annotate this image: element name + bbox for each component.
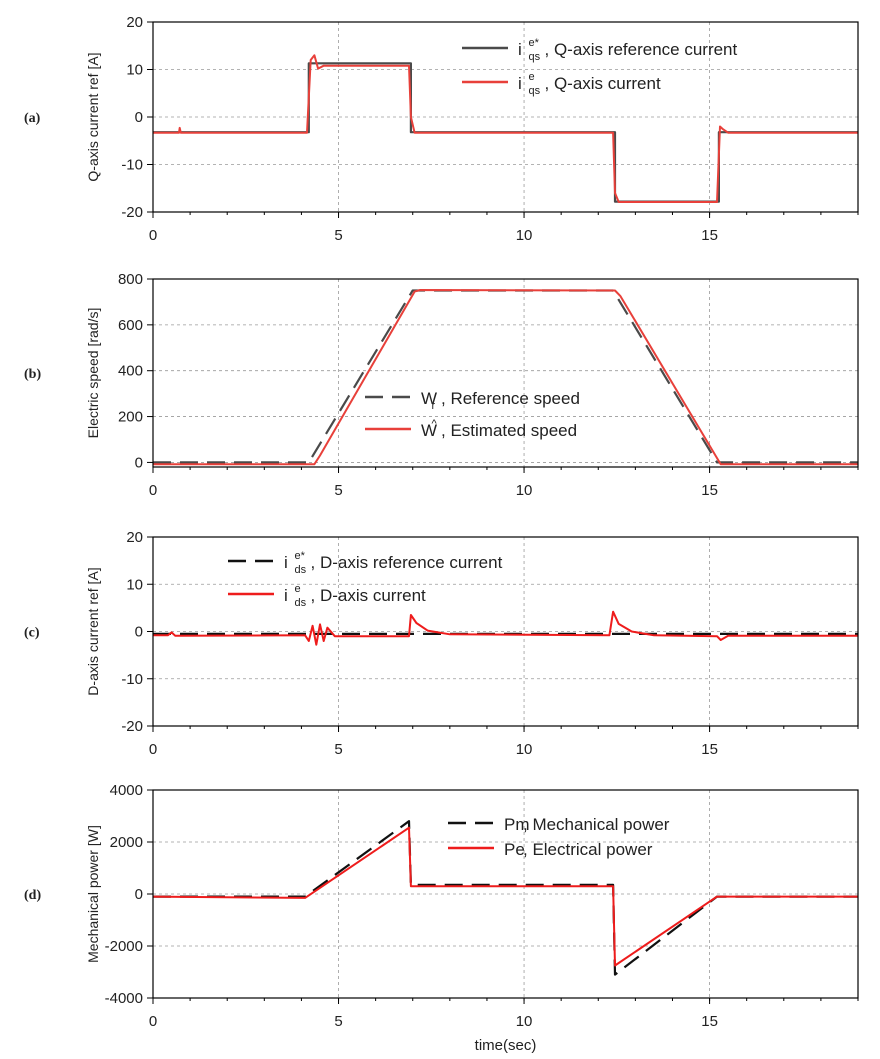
y-tick-label: -10 bbox=[121, 157, 143, 174]
legend-label: , D-axis reference current bbox=[311, 553, 503, 572]
series-line-1 bbox=[153, 820, 858, 976]
legend-label: , Mechanical power bbox=[523, 815, 670, 834]
legend-symbol: Pm bbox=[504, 815, 530, 834]
y-tick-label: 800 bbox=[118, 271, 143, 288]
legend-subscript: r bbox=[432, 400, 436, 412]
y-tick-label: 2000 bbox=[110, 834, 143, 851]
x-tick-label: 0 bbox=[149, 227, 157, 244]
x-axis-label: time(sec) bbox=[475, 1037, 537, 1054]
y-tick-label: 20 bbox=[126, 529, 143, 546]
legend-label: , D-axis current bbox=[311, 586, 427, 605]
legend-symbol: Pe bbox=[504, 840, 525, 859]
x-tick-label: 10 bbox=[516, 227, 533, 244]
panel-label: (d) bbox=[24, 888, 41, 903]
y-axis-label: Electric speed [rad/s] bbox=[85, 308, 101, 439]
legend-label: , Electrical power bbox=[523, 840, 653, 859]
legend-symbol: i bbox=[518, 74, 522, 93]
legend-superscript: e bbox=[295, 583, 301, 595]
chart-panel-b bbox=[147, 278, 859, 473]
x-tick-label: 5 bbox=[334, 482, 342, 499]
y-tick-label: -4000 bbox=[105, 990, 143, 1007]
panel-label: (a) bbox=[24, 111, 41, 126]
y-tick-label: 20 bbox=[126, 14, 143, 31]
plot-frame bbox=[152, 536, 859, 727]
x-tick-label: 5 bbox=[334, 741, 342, 758]
series-line-2 bbox=[153, 826, 858, 967]
legend-subscript: qs bbox=[529, 85, 541, 97]
x-tick-label: 15 bbox=[701, 1013, 718, 1030]
legend-superscript: e* bbox=[295, 550, 306, 562]
x-tick-label: 15 bbox=[701, 227, 718, 244]
chart-panel-c bbox=[147, 536, 859, 732]
y-axis-label: Q-axis current ref [A] bbox=[85, 52, 101, 181]
series-line-2 bbox=[153, 289, 858, 466]
y-tick-label: 600 bbox=[118, 317, 143, 334]
y-tick-label: 200 bbox=[118, 409, 143, 426]
x-tick-label: 0 bbox=[149, 741, 157, 758]
legend-superscript: ^ bbox=[432, 418, 438, 430]
series-line-2 bbox=[153, 610, 858, 646]
x-tick-label: 10 bbox=[516, 1013, 533, 1030]
y-tick-label: 400 bbox=[118, 363, 143, 380]
legend-subscript: ds bbox=[295, 597, 307, 609]
legend-superscript: e bbox=[529, 71, 535, 83]
x-tick-label: 5 bbox=[334, 227, 342, 244]
y-tick-label: 10 bbox=[126, 62, 143, 79]
legend-subscript: ds bbox=[295, 564, 307, 576]
panel-label: (c) bbox=[24, 626, 40, 641]
y-tick-label: -2000 bbox=[105, 938, 143, 955]
y-tick-label: -20 bbox=[121, 204, 143, 221]
y-axis-label: Mechanical power [W] bbox=[85, 825, 101, 963]
legend-superscript: e* bbox=[529, 37, 540, 49]
x-tick-label: 15 bbox=[701, 482, 718, 499]
y-axis-label: D-axis current ref [A] bbox=[85, 567, 101, 695]
plot-frame bbox=[152, 278, 859, 468]
legend-label: , Estimated speed bbox=[441, 421, 577, 440]
legend-symbol: W bbox=[421, 389, 437, 408]
plot-frame bbox=[152, 21, 859, 213]
chart-panel-d bbox=[147, 789, 859, 1004]
x-tick-label: 10 bbox=[516, 741, 533, 758]
y-tick-label: 0 bbox=[135, 109, 143, 126]
x-tick-label: 0 bbox=[149, 482, 157, 499]
legend-symbol: W bbox=[421, 421, 437, 440]
legend-symbol: i bbox=[518, 40, 522, 59]
series-line-2 bbox=[153, 54, 858, 203]
panel-label: (b) bbox=[24, 367, 41, 382]
x-tick-label: 10 bbox=[516, 482, 533, 499]
chart-panel-a bbox=[147, 21, 859, 218]
x-tick-label: 0 bbox=[149, 1013, 157, 1030]
legend-label: , Reference speed bbox=[441, 389, 580, 408]
y-tick-label: -20 bbox=[121, 718, 143, 735]
y-tick-label: 0 bbox=[135, 624, 143, 641]
y-tick-label: -10 bbox=[121, 671, 143, 688]
y-tick-label: 10 bbox=[126, 576, 143, 593]
legend-symbol: i bbox=[284, 553, 288, 572]
y-tick-label: 4000 bbox=[110, 782, 143, 799]
legend-subscript: qs bbox=[529, 51, 541, 63]
legend-symbol: i bbox=[284, 586, 288, 605]
x-tick-label: 5 bbox=[334, 1013, 342, 1030]
legend-label: , Q-axis current bbox=[545, 74, 661, 93]
y-tick-label: 0 bbox=[135, 886, 143, 903]
y-tick-label: 0 bbox=[135, 454, 143, 471]
legend-label: , Q-axis reference current bbox=[545, 40, 738, 59]
x-tick-label: 15 bbox=[701, 741, 718, 758]
